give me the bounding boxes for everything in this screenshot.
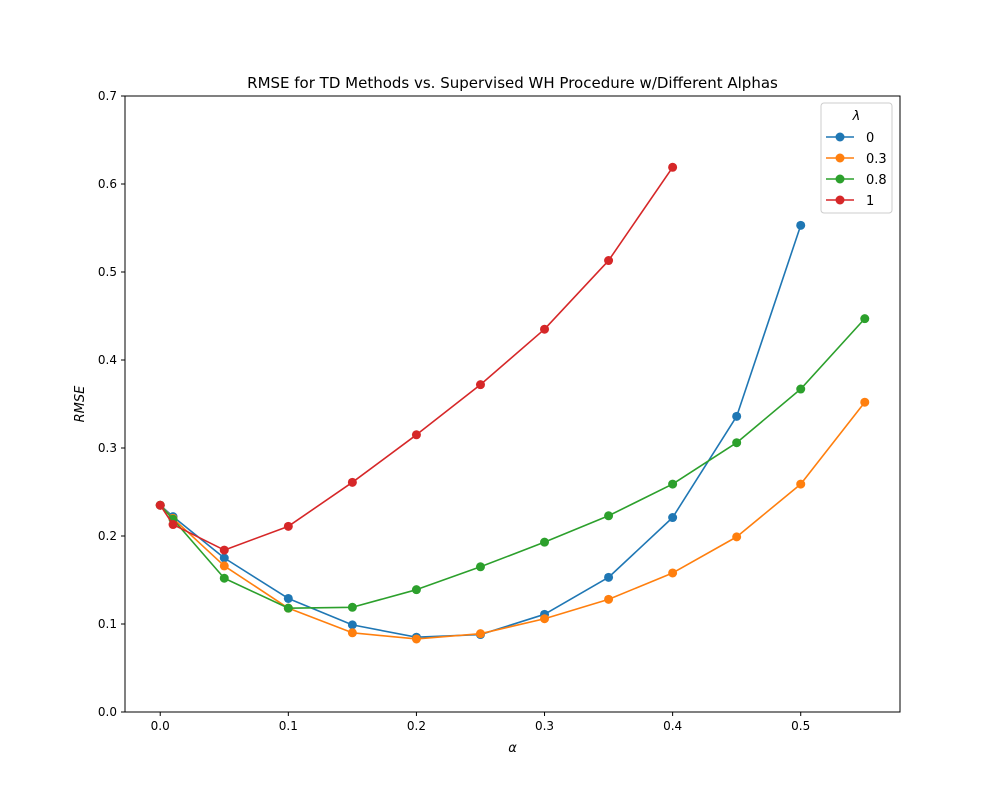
data-point (604, 511, 614, 521)
data-point (732, 411, 742, 421)
data-point (347, 628, 357, 638)
data-point (475, 562, 485, 572)
y-tick-label: 0.4 (98, 353, 117, 367)
x-tick-label: 0.1 (279, 719, 298, 733)
data-point (668, 479, 678, 489)
data-point (219, 553, 229, 563)
x-tick-label: 0.0 (151, 719, 170, 733)
x-tick-label: 0.2 (407, 719, 426, 733)
legend-marker (835, 174, 845, 184)
data-point (347, 620, 357, 630)
data-point (668, 513, 678, 523)
data-point (604, 572, 614, 582)
data-point (540, 537, 550, 547)
x-axis-label: α (508, 741, 517, 756)
y-tick-label: 0.5 (98, 265, 117, 279)
chart-title: RMSE for TD Methods vs. Supervised WH Pr… (247, 74, 778, 92)
data-point (283, 603, 293, 613)
data-point (604, 594, 614, 604)
data-point (860, 314, 870, 324)
data-point (475, 380, 485, 390)
data-point (732, 532, 742, 542)
data-point (411, 634, 421, 644)
data-point (347, 477, 357, 487)
data-point (411, 585, 421, 595)
data-point (540, 324, 550, 334)
axes-frame (124, 95, 901, 713)
data-point (411, 430, 421, 440)
legend-label: 0 (866, 131, 874, 146)
legend-label: 1 (866, 194, 874, 209)
data-point (283, 521, 293, 531)
series-0.8 (155, 314, 870, 613)
data-point (860, 397, 870, 407)
legend-frame (820, 102, 893, 214)
data-point (475, 629, 485, 639)
legend-marker (835, 195, 845, 205)
legend-label: 0.3 (866, 152, 887, 167)
data-point (668, 162, 678, 172)
data-point (219, 561, 229, 571)
data-point (168, 520, 178, 530)
legend-label: 0.8 (866, 173, 887, 188)
series-1 (155, 162, 678, 555)
data-point (347, 602, 357, 612)
data-point (668, 568, 678, 578)
y-tick-label: 0.1 (98, 617, 117, 631)
plot-area: 0.0 0.1 0.2 0.3 0.4 0.5 0.0 0.1 0.2 0.3 0.4 0.5 0.6 0… (98, 89, 901, 733)
series-line (159, 166, 674, 551)
x-tick-label: 0.3 (535, 719, 554, 733)
data-point (604, 256, 614, 266)
y-axis-label: RMSE (73, 385, 88, 423)
legend-title: λ (852, 109, 861, 124)
legend-marker (835, 132, 845, 142)
data-point (219, 545, 229, 555)
legend-marker (835, 153, 845, 163)
y-tick-label: 0.6 (98, 177, 117, 191)
x-tick-label: 0.5 (791, 719, 810, 733)
data-point (796, 220, 806, 230)
data-point (732, 438, 742, 448)
y-tick-label: 0.7 (98, 89, 117, 103)
y-tick-label: 0.3 (98, 441, 117, 455)
data-point (155, 500, 165, 510)
data-point (540, 614, 550, 624)
data-point (796, 384, 806, 394)
data-point (796, 479, 806, 489)
y-tick-label: 0.2 (98, 529, 117, 543)
x-tick-label: 0.4 (663, 719, 682, 733)
data-point (283, 593, 293, 603)
legend: λ 0 0.3 0.8 1 (820, 102, 893, 214)
data-point (219, 573, 229, 583)
y-tick-label: 0.0 (98, 705, 117, 719)
